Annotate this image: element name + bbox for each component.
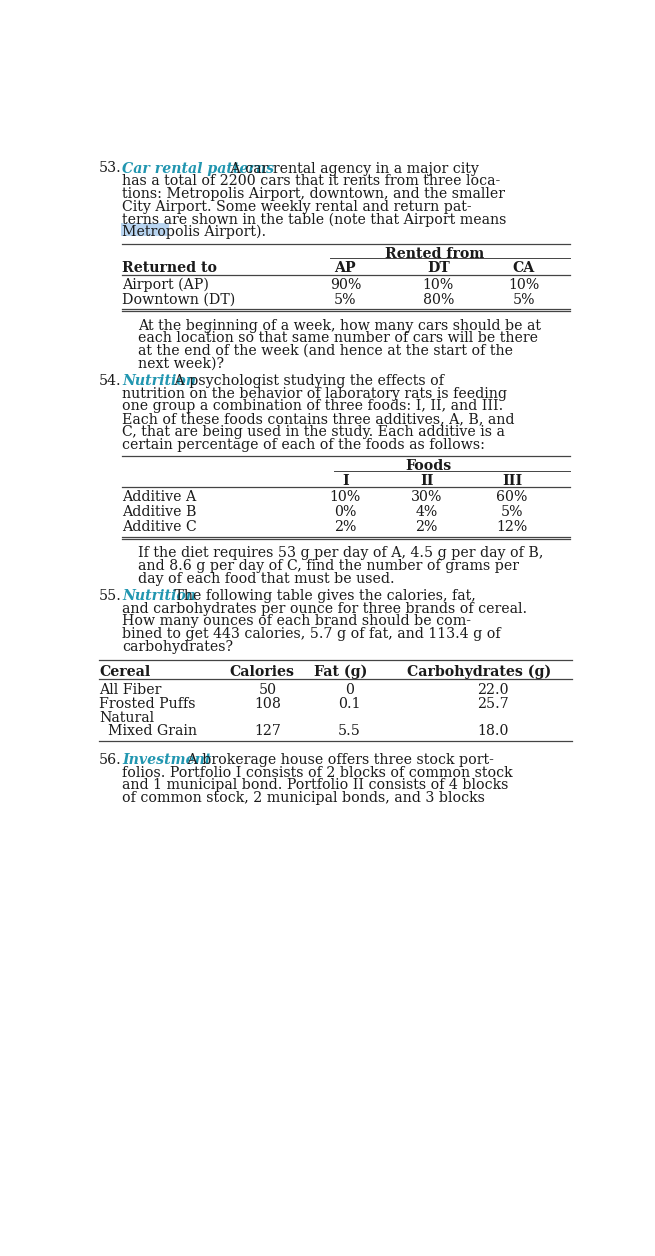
Text: 54.: 54.	[99, 374, 122, 388]
Text: folios. Portfolio I consists of 2 blocks of common stock: folios. Portfolio I consists of 2 blocks…	[122, 766, 513, 780]
Text: At the beginning of a week, how many cars should be at: At the beginning of a week, how many car…	[138, 319, 540, 333]
Text: of common stock, 2 municipal bonds, and 3 blocks: of common stock, 2 municipal bonds, and …	[122, 791, 485, 805]
Text: has a total of 2200 cars that it rents from three loca-: has a total of 2200 cars that it rents f…	[122, 175, 500, 188]
Text: III: III	[502, 474, 522, 487]
Text: 12%: 12%	[496, 520, 528, 534]
Text: 10%: 10%	[508, 278, 539, 291]
Text: 10%: 10%	[422, 278, 454, 291]
Text: 10%: 10%	[329, 490, 361, 505]
Text: 22.0: 22.0	[477, 683, 508, 697]
Text: 108: 108	[254, 697, 281, 711]
Text: A brokerage house offers three stock port-: A brokerage house offers three stock por…	[183, 752, 495, 767]
Text: 50: 50	[259, 683, 277, 697]
Text: 53.: 53.	[99, 162, 122, 176]
Text: Metropolis Airport).: Metropolis Airport).	[122, 225, 267, 240]
Text: Fat (g): Fat (g)	[314, 664, 367, 679]
Text: The following table gives the calories, fat,: The following table gives the calories, …	[170, 589, 476, 603]
Text: A car rental agency in a major city: A car rental agency in a major city	[226, 162, 479, 176]
Text: terns are shown in the table (note that Airport means: terns are shown in the table (note that …	[122, 212, 506, 227]
Text: nutrition on the behavior of laboratory rats is feeding: nutrition on the behavior of laboratory …	[122, 387, 507, 401]
Text: 0%: 0%	[334, 505, 356, 519]
Text: 56.: 56.	[99, 752, 122, 767]
Text: City Airport. Some weekly rental and return pat-: City Airport. Some weekly rental and ret…	[122, 200, 472, 214]
Text: 2%: 2%	[334, 520, 356, 534]
Text: Frosted Puffs: Frosted Puffs	[99, 697, 195, 711]
Text: tions: Metropolis Airport, downtown, and the smaller: tions: Metropolis Airport, downtown, and…	[122, 187, 505, 201]
Text: day of each food that must be used.: day of each food that must be used.	[138, 571, 394, 585]
Text: Airport (AP): Airport (AP)	[122, 278, 209, 293]
Text: C, that are being used in the study. Each additive is a: C, that are being used in the study. Eac…	[122, 425, 505, 438]
Text: next week)?: next week)?	[138, 357, 223, 371]
Text: 2%: 2%	[415, 520, 438, 534]
Text: 25.7: 25.7	[477, 697, 508, 711]
Text: CA: CA	[512, 261, 534, 275]
Text: AP: AP	[335, 261, 356, 275]
Text: DT: DT	[427, 261, 450, 275]
Text: each location so that same number of cars will be there: each location so that same number of car…	[138, 332, 538, 345]
Text: Car rental patterns: Car rental patterns	[122, 162, 274, 176]
Text: carbohydrates?: carbohydrates?	[122, 639, 233, 653]
Text: Nutrition: Nutrition	[122, 374, 196, 388]
Text: 80%: 80%	[422, 293, 454, 306]
Text: 55.: 55.	[99, 589, 122, 603]
Text: Each of these foods contains three additives, A, B, and: Each of these foods contains three addit…	[122, 412, 515, 426]
Text: 0: 0	[345, 683, 354, 697]
Text: 5%: 5%	[512, 293, 535, 306]
Text: 0.1: 0.1	[338, 697, 360, 711]
Text: 90%: 90%	[329, 278, 361, 291]
Text: one group a combination of three foods: I, II, and III.: one group a combination of three foods: …	[122, 399, 504, 413]
Text: bined to get 443 calories, 5.7 g of fat, and 113.4 g of: bined to get 443 calories, 5.7 g of fat,…	[122, 627, 501, 641]
Text: at the end of the week (and hence at the start of the: at the end of the week (and hence at the…	[138, 344, 513, 358]
Text: Natural: Natural	[99, 711, 154, 725]
Text: 5%: 5%	[334, 293, 356, 306]
Text: II: II	[420, 474, 434, 487]
Text: 5%: 5%	[501, 505, 523, 519]
Text: How many ounces of each brand should be com-: How many ounces of each brand should be …	[122, 614, 471, 628]
Text: Additive A: Additive A	[122, 490, 196, 505]
Text: Additive B: Additive B	[122, 505, 196, 519]
Text: Foods: Foods	[405, 460, 452, 474]
Text: Rented from: Rented from	[385, 247, 484, 261]
Text: 30%: 30%	[411, 490, 442, 505]
Text: Nutrition: Nutrition	[122, 589, 196, 603]
Bar	[121, 224, 170, 236]
Text: and 1 municipal bond. Portfolio II consists of 4 blocks: and 1 municipal bond. Portfolio II consi…	[122, 779, 508, 793]
Text: Returned to: Returned to	[122, 261, 217, 275]
Text: 4%: 4%	[416, 505, 438, 519]
Text: Carbohydrates (g): Carbohydrates (g)	[407, 664, 552, 679]
Text: and carbohydrates per ounce for three brands of cereal.: and carbohydrates per ounce for three br…	[122, 602, 527, 615]
Text: A psychologist studying the effects of: A psychologist studying the effects of	[170, 374, 444, 388]
Text: Investment: Investment	[122, 752, 212, 767]
Text: certain percentage of each of the foods as follows:: certain percentage of each of the foods …	[122, 437, 485, 452]
Text: If the diet requires 53 g per day of A, 4.5 g per day of B,: If the diet requires 53 g per day of A, …	[138, 546, 543, 560]
Text: I: I	[342, 474, 348, 487]
Text: Cereal: Cereal	[99, 664, 150, 678]
Text: All Fiber: All Fiber	[99, 683, 161, 697]
Text: Additive C: Additive C	[122, 520, 197, 534]
Text: Downtown (DT): Downtown (DT)	[122, 293, 235, 306]
Text: Calories: Calories	[229, 664, 294, 678]
Text: 5.5: 5.5	[338, 725, 361, 739]
Text: 60%: 60%	[496, 490, 528, 505]
Text: 18.0: 18.0	[477, 725, 508, 739]
Text: 127: 127	[254, 725, 281, 739]
Text: and 8.6 g per day of C, find the number of grams per: and 8.6 g per day of C, find the number …	[138, 559, 519, 573]
Text: Mixed Grain: Mixed Grain	[99, 725, 197, 739]
